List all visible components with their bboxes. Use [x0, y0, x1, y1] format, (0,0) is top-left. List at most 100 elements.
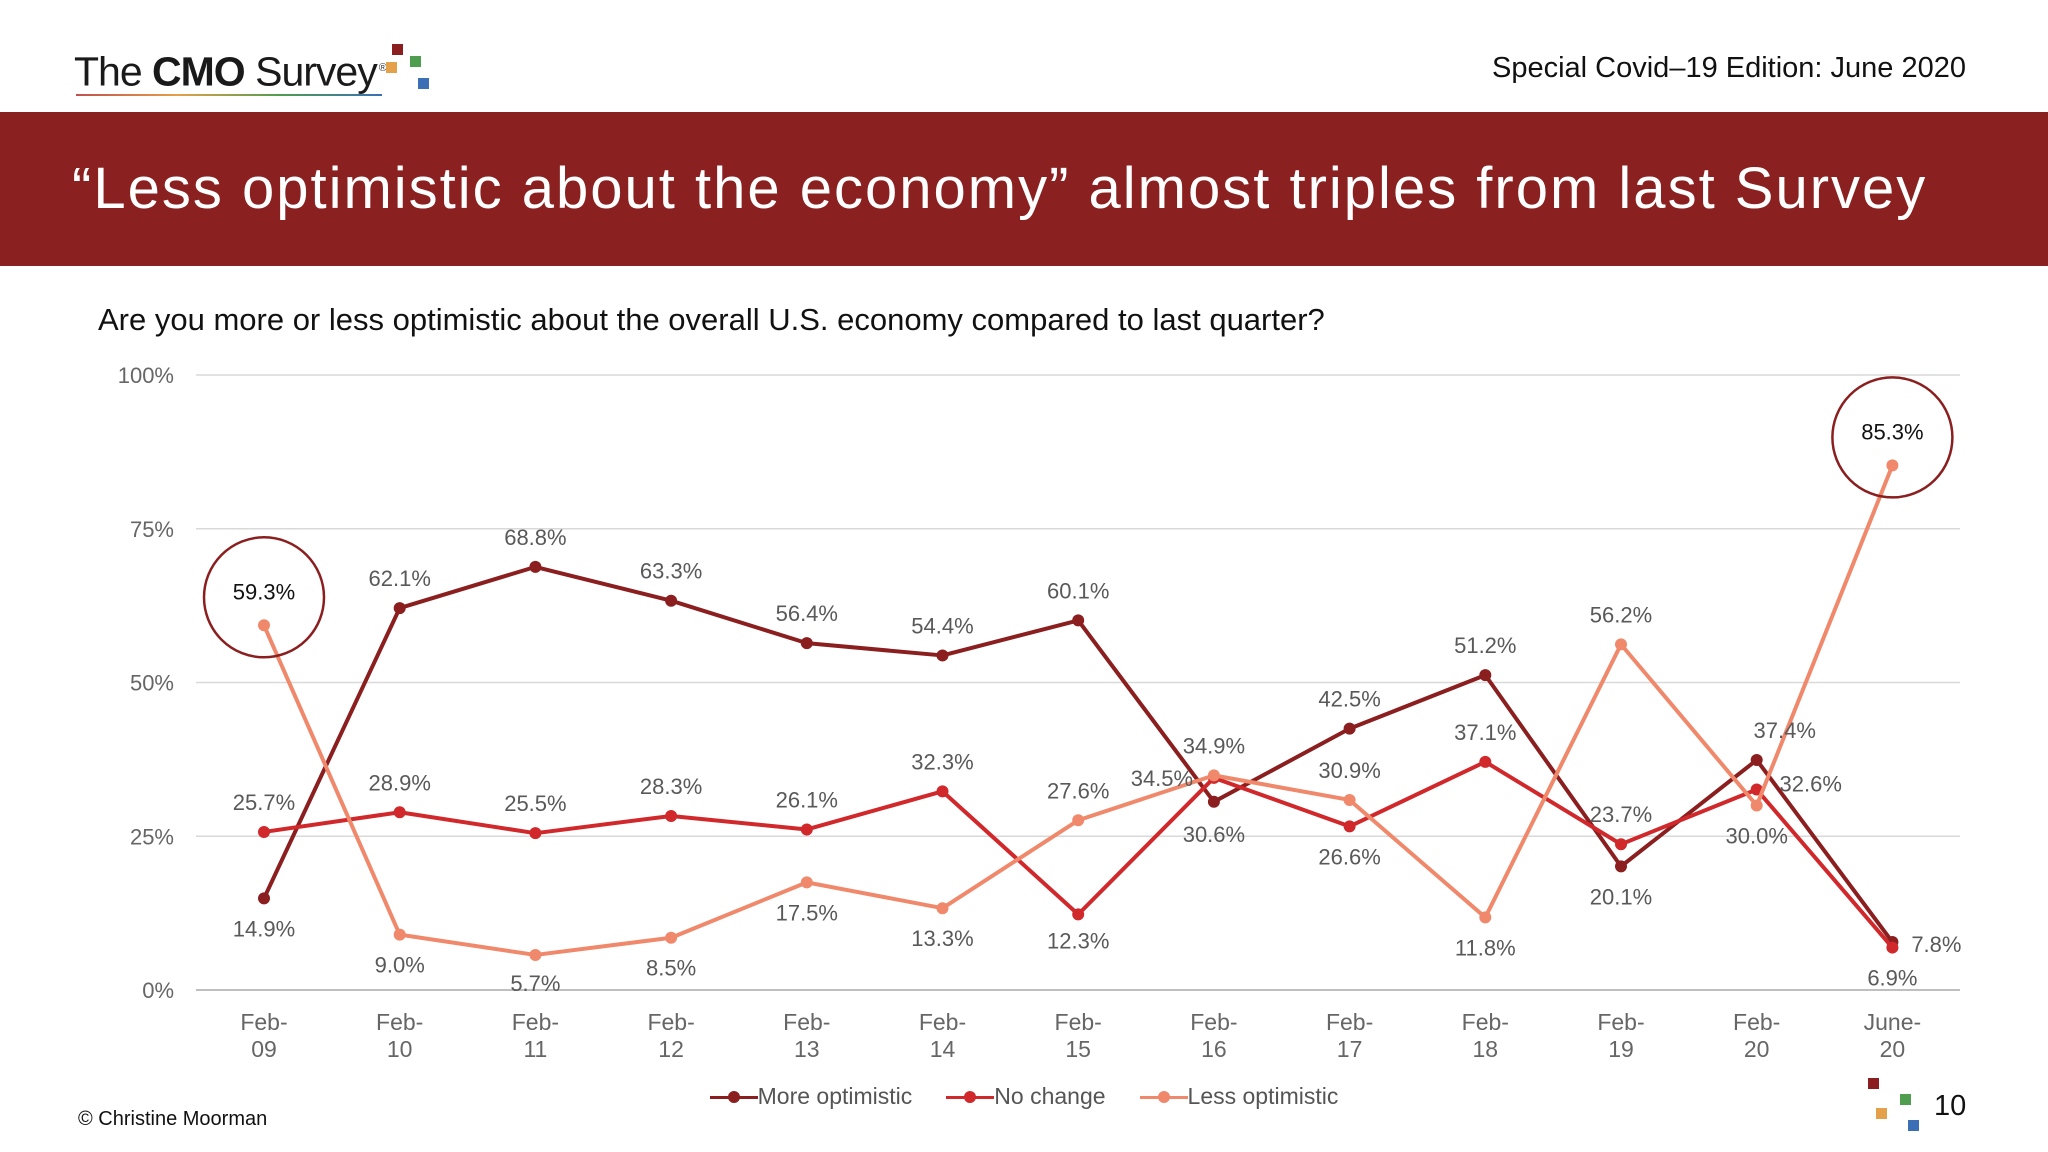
- data-label-no_change: 6.9%: [1867, 966, 1917, 991]
- data-label-no_change: 12.3%: [1047, 928, 1109, 953]
- x-tick-label: Feb-16: [1190, 1009, 1237, 1062]
- x-tick-line-1: Feb-: [1190, 1009, 1237, 1035]
- legend-item-less-optimistic: Less optimistic: [1139, 1083, 1339, 1110]
- data-label-no_change: 37.1%: [1454, 720, 1516, 745]
- point-less_optimistic: [1072, 814, 1085, 827]
- point-no_change: [529, 827, 542, 840]
- point-more_optimistic: [1072, 614, 1085, 627]
- x-tick-line-1: Feb-: [240, 1009, 287, 1035]
- data-label-no_change: 32.6%: [1780, 772, 1842, 797]
- y-tick-label: 50%: [130, 671, 174, 696]
- corner-square-blue: [1908, 1120, 1919, 1131]
- logo-survey: Survey: [244, 48, 378, 95]
- point-less_optimistic: [665, 931, 678, 944]
- legend-swatch-less-optimistic: [1139, 1087, 1188, 1107]
- x-tick-label: Feb-17: [1326, 1009, 1373, 1062]
- data-label-more_optimistic: 30.6%: [1183, 822, 1245, 847]
- legend-label-more-optimistic: More optimistic: [757, 1083, 913, 1109]
- data-label-more_optimistic: 51.2%: [1454, 633, 1516, 658]
- logo-cmo: CMO: [152, 48, 246, 95]
- data-label-less_optimistic: 85.3%: [1861, 419, 1923, 444]
- x-tick-line-2: 18: [1473, 1036, 1499, 1062]
- legend-swatch-no-change: [946, 1087, 995, 1107]
- logo-the: The: [74, 48, 153, 95]
- corner-square-red: [1868, 1078, 1879, 1089]
- logo-wordmark: The CMO Survey ®: [74, 38, 387, 102]
- data-label-more_optimistic: 14.9%: [233, 916, 295, 941]
- point-less_optimistic: [258, 619, 270, 632]
- x-tick-line-2: 16: [1201, 1036, 1227, 1062]
- y-tick-label: 0%: [142, 978, 174, 1003]
- chart-gridlines: [196, 374, 1960, 991]
- x-tick-line-2: 09: [251, 1036, 277, 1062]
- point-more_optimistic: [936, 649, 949, 662]
- data-label-less_optimistic: 30.9%: [1318, 758, 1380, 783]
- x-tick-line-2: 11: [523, 1036, 547, 1062]
- x-tick-label: June-20: [1864, 1009, 1922, 1062]
- point-more_optimistic: [665, 594, 678, 607]
- data-label-more_optimistic: 20.1%: [1590, 884, 1652, 909]
- point-more_optimistic: [800, 637, 813, 650]
- x-tick-label: Feb-14: [919, 1009, 966, 1062]
- cmo-survey-logo: The CMO Survey ®: [74, 38, 436, 98]
- x-tick-line-1: Feb-: [1326, 1009, 1373, 1035]
- title-banner: “Less optimistic about the economy” almo…: [0, 112, 2048, 266]
- data-label-more_optimistic: 68.8%: [504, 525, 566, 550]
- x-tick-label: Feb-09: [240, 1009, 287, 1062]
- legend-item-no-change: No change: [946, 1083, 1106, 1110]
- point-no_change: [1343, 820, 1356, 833]
- legend-swatch-more-optimistic: [709, 1087, 758, 1107]
- legend-label-no-change: No change: [994, 1083, 1106, 1109]
- x-tick-line-1: Feb-: [783, 1009, 830, 1035]
- data-label-more_optimistic: 42.5%: [1318, 687, 1380, 712]
- data-label-more_optimistic: 37.4%: [1754, 718, 1816, 743]
- x-tick-label: Feb-13: [783, 1009, 830, 1062]
- data-label-less_optimistic: 59.3%: [233, 579, 295, 604]
- x-tick-line-2: 12: [658, 1036, 684, 1062]
- copyright-text: © Christine Moorman: [78, 1108, 268, 1130]
- point-no_change: [1750, 783, 1763, 796]
- data-label-less_optimistic: 13.3%: [911, 926, 973, 951]
- x-tick-label: Feb-12: [647, 1009, 694, 1062]
- highlight-circle: [202, 536, 326, 659]
- x-tick-line-2: 20: [1880, 1036, 1906, 1062]
- data-label-no_change: 26.6%: [1318, 844, 1380, 869]
- data-label-less_optimistic: 9.0%: [375, 953, 425, 978]
- logo-square-orange: [385, 62, 397, 73]
- x-tick-line-2: 10: [387, 1036, 413, 1062]
- x-tick-line-2: 14: [930, 1036, 956, 1062]
- data-label-no_change: 25.5%: [504, 791, 566, 816]
- point-no_change: [393, 806, 406, 819]
- logo-square-blue: [417, 78, 429, 89]
- corner-squares-icon: [1866, 1078, 1926, 1138]
- data-label-more_optimistic: 54.4%: [911, 613, 973, 638]
- data-label-less_optimistic: 30.0%: [1726, 824, 1788, 849]
- data-label-less_optimistic: 11.8%: [1455, 935, 1516, 960]
- edition-label: Special Covid–19 Edition: June 2020: [1492, 52, 1966, 84]
- point-more_optimistic: [529, 560, 542, 573]
- x-tick-line-1: Feb-: [1733, 1009, 1780, 1035]
- x-tick-line-2: 13: [794, 1036, 820, 1062]
- x-tick-line-2: 15: [1065, 1036, 1091, 1062]
- x-tick-line-2: 20: [1744, 1036, 1770, 1062]
- point-less_optimistic: [1750, 799, 1763, 812]
- point-more_optimistic: [1207, 795, 1220, 808]
- logo-square-red: [391, 44, 403, 55]
- corner-square-orange: [1876, 1108, 1887, 1119]
- logo-underline: [76, 93, 382, 96]
- logo-square-green: [409, 56, 421, 67]
- y-tick-label: 75%: [130, 517, 174, 542]
- data-label-no_change: 28.3%: [640, 774, 702, 799]
- y-tick-label: 25%: [130, 824, 174, 849]
- x-tick-line-2: 17: [1337, 1036, 1363, 1062]
- data-label-more_optimistic: 63.3%: [640, 559, 702, 584]
- legend-label-less-optimistic: Less optimistic: [1187, 1083, 1339, 1109]
- data-label-no_change: 34.5%: [1131, 766, 1193, 791]
- point-more_optimistic: [1343, 722, 1356, 735]
- data-label-more_optimistic: 7.8%: [1911, 932, 1961, 957]
- x-tick-line-1: Feb-: [512, 1009, 559, 1035]
- point-no_change: [936, 785, 949, 798]
- x-tick-line-2: 19: [1608, 1036, 1634, 1062]
- corner-square-green: [1900, 1094, 1911, 1105]
- point-more_optimistic: [393, 602, 406, 615]
